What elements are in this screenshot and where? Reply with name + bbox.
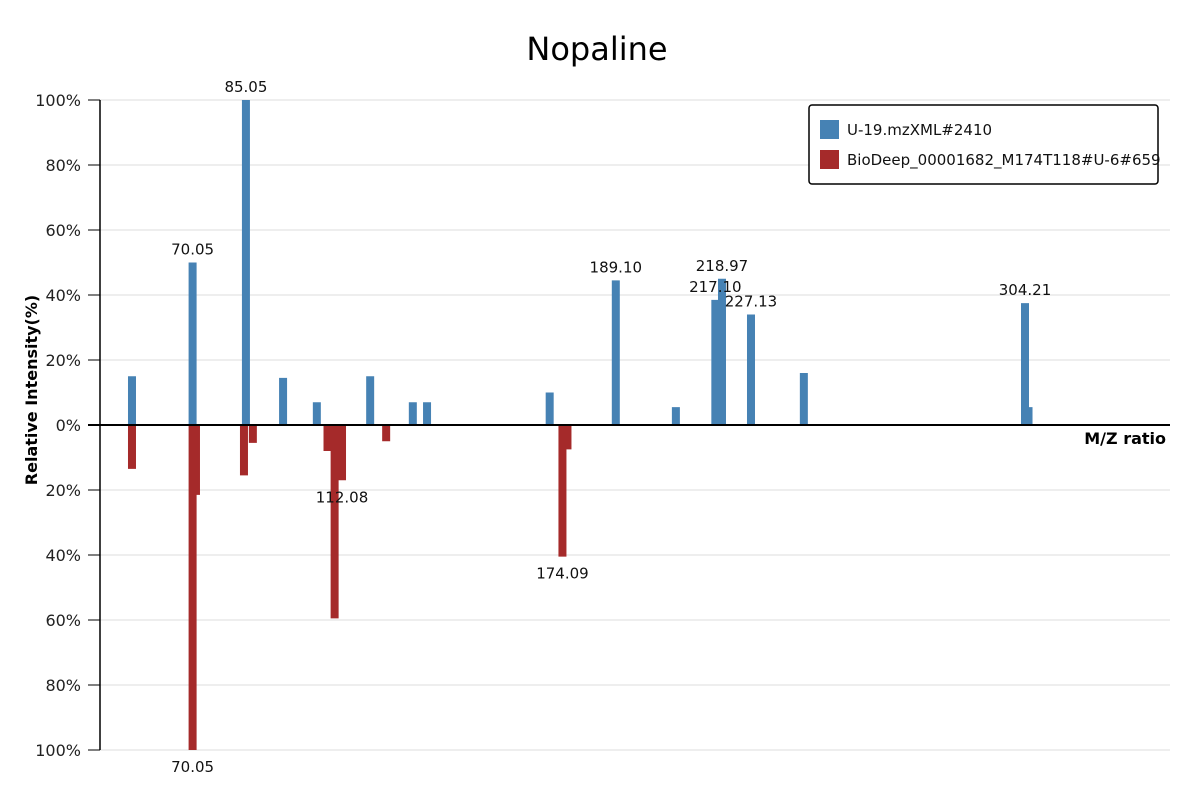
sample-peak-bar (717, 278, 726, 425)
sample-peak-bar (611, 280, 620, 426)
sample-peak-bar (1024, 407, 1033, 426)
y-tick-label: 80% (45, 676, 81, 695)
sample-peak-label: 304.21 (999, 281, 1052, 299)
y-tick-labels: 100% 80% 60% 40% 20% 0% 20% 40% 60% 80% 100% (35, 91, 100, 760)
legend-label-sample: U-19.mzXML#2410 (847, 121, 992, 139)
legend-swatch-reference (820, 150, 839, 169)
y-tick-label: 60% (45, 611, 81, 630)
sample-peak-bar (746, 314, 755, 425)
reference-peak-label: 70.05 (171, 758, 214, 776)
bars (127, 100, 1033, 750)
sample-peak-label: 218.97 (696, 257, 749, 275)
reference-peak-bar (330, 425, 339, 619)
sample-peak-label: 189.10 (590, 258, 643, 276)
reference-peak-bar (248, 425, 257, 443)
y-tick-label: 40% (45, 286, 81, 305)
chart-title: Nopaline (526, 30, 667, 68)
y-tick-label: 60% (45, 221, 81, 240)
reference-peak-label: 112.08 (316, 488, 369, 506)
sample-peak-bar (366, 376, 375, 425)
sample-peak-bar (279, 377, 288, 426)
grid-lines (100, 99, 1170, 751)
sample-peak-bar (408, 402, 417, 425)
y-tick-label: 80% (45, 156, 81, 175)
sample-peak-bar (1021, 303, 1029, 426)
sample-peak-bar (711, 299, 720, 426)
axes (88, 100, 1170, 750)
y-tick-label: 100% (35, 91, 81, 110)
sample-peak-bar (671, 407, 680, 426)
y-tick-label: 40% (45, 546, 81, 565)
reference-peak-bar (239, 425, 248, 476)
reference-peak-bar (382, 425, 391, 442)
legend: U-19.mzXML#2410 BioDeep_00001682_M174T11… (808, 104, 1161, 185)
reference-peak-bar (563, 425, 572, 450)
sample-peak-bar (312, 402, 321, 425)
sample-peak-bar (545, 392, 554, 425)
reference-peak-bar (127, 425, 136, 469)
y-axis-title: Relative Intensity(%) (22, 295, 41, 485)
sample-peak-label: 85.05 (224, 78, 267, 96)
y-tick-label: 20% (45, 351, 81, 370)
peak-labels: 70.05 85.05 189.10 217.10 218.97 227.13 304.21… (171, 78, 1051, 776)
sample-peak-bar (423, 402, 432, 425)
reference-peak-label: 174.09 (536, 565, 589, 583)
sample-peak-bar (127, 376, 136, 425)
reference-peak-bar (191, 425, 200, 495)
sample-peak-label: 227.13 (725, 293, 778, 311)
sample-peak-label: 70.05 (171, 241, 214, 259)
reference-peak-bar (338, 425, 347, 481)
reference-peak-bar (323, 425, 332, 451)
legend-box (808, 104, 1159, 185)
legend-swatch-sample (820, 120, 839, 139)
reference-peak-bar (558, 425, 567, 557)
y-tick-label: 20% (45, 481, 81, 500)
sample-peak-bar (188, 262, 197, 425)
sample-peak-bar (799, 373, 808, 425)
y-tick-label: 0% (56, 416, 81, 435)
legend-label-reference: BioDeep_00001682_M174T118#U-6#659 (847, 151, 1161, 170)
sample-peak-label: 217.10 (689, 278, 742, 296)
sample-peak-bar (241, 100, 250, 425)
x-axis-title: M/Z ratio (1084, 429, 1166, 448)
y-tick-label: 100% (35, 741, 81, 760)
reference-peak-bar (188, 425, 197, 750)
